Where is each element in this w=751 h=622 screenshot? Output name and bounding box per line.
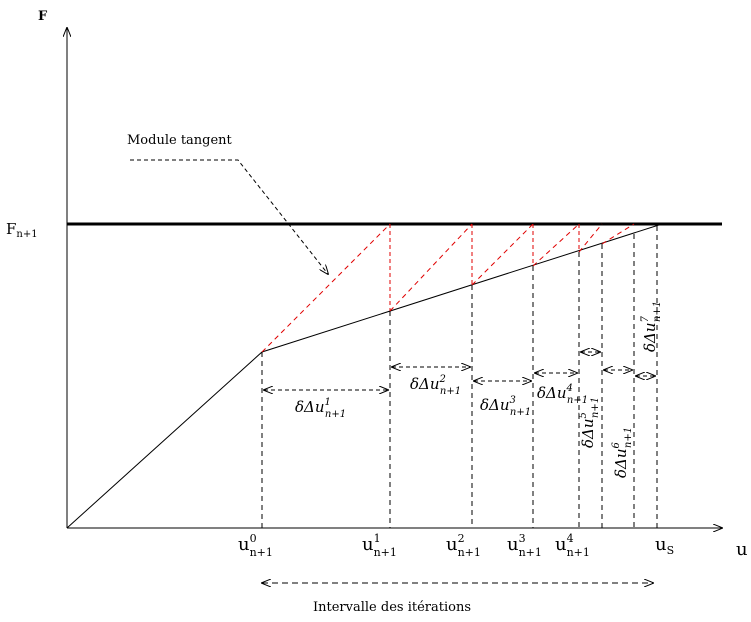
response-curve (66, 223, 663, 529)
tangent-line-6 (601, 223, 635, 245)
tangent-module-label: Module tangent (127, 133, 233, 148)
tangent-line-2 (389, 223, 473, 312)
x-tick-u0: u0 n+1 (238, 532, 273, 559)
increment-label-5: δΔu5n+1 (578, 397, 601, 448)
x-axis-label: u (736, 539, 748, 560)
increment-arrows (264, 352, 655, 390)
increment-label-2: δΔu2 n+1 (410, 374, 461, 397)
x-tick-u2: u2 n+1 (446, 532, 481, 559)
increment-label-7: δΔu7n+1 (640, 301, 663, 352)
force-level-label: Fn+1 (6, 220, 38, 240)
vertical-guides (261, 226, 658, 528)
tangent-line-3 (471, 223, 534, 286)
x-tick-us: uS (655, 534, 674, 557)
increment-label-4: δΔu4 n+1 (537, 383, 588, 406)
tangent-line-1 (261, 223, 391, 353)
iteration-interval-label: Intervalle des itérations (313, 600, 471, 615)
x-tick-u4: u4 n+1 (555, 532, 590, 559)
tangent-lines (261, 223, 635, 353)
increment-label-3: δΔu3 n+1 (480, 395, 531, 418)
tangent-line-5 (578, 223, 603, 253)
y-axis-label: F (38, 9, 48, 24)
increment-label-1: δΔu1 n+1 (295, 397, 346, 420)
x-tick-u3: u3 n+1 (507, 532, 542, 559)
red-vertical-segments (389, 224, 580, 311)
x-tick-u1: u1 n+1 (362, 532, 397, 559)
tangent-module-pointer (130, 159, 328, 274)
increment-label-6: δΔu6n+1 (611, 427, 634, 478)
tangent-line-4 (532, 223, 580, 267)
